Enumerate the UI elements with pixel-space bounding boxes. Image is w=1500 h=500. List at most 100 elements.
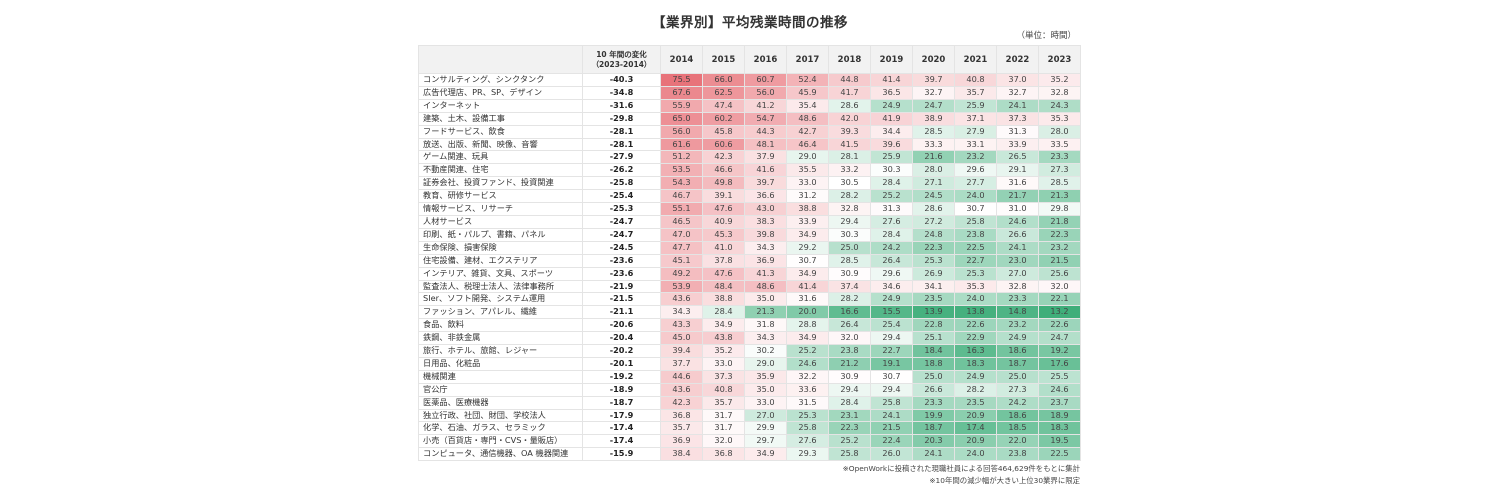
heat-cell: 26.9 (912, 266, 955, 281)
heat-cell: 19.5 (1038, 434, 1081, 449)
heat-cell: 41.0 (702, 240, 745, 255)
heat-cell: 39.1 (702, 189, 745, 204)
ten-year-change: -20.2 (582, 344, 661, 358)
heat-cell: 54.3 (660, 176, 703, 191)
chart-title: 【業界別】平均残業時間の推移 (652, 15, 848, 31)
heat-cell: 23.8 (996, 447, 1039, 462)
heat-cell: 20.3 (912, 434, 955, 449)
ten-year-change: -21.9 (582, 279, 661, 294)
heat-cell: 28.2 (954, 382, 997, 397)
heat-cell: 28.2 (828, 189, 871, 204)
industry-label: 食品、飲料 (418, 318, 583, 333)
heat-cell: 32.8 (1038, 85, 1081, 100)
heat-cell: 56.0 (744, 85, 787, 100)
table-row: 小売（百貨店・専門・CVS・量販店） -17.4 36.9 32.0 29.7 27.6 2… (418, 434, 1081, 449)
heat-cell: 40.8 (702, 382, 745, 397)
heat-cell: 26.4 (828, 318, 871, 333)
heat-cell: 26.6 (996, 227, 1039, 242)
heat-cell: 22.3 (828, 421, 871, 436)
heat-cell: 32.2 (786, 369, 829, 384)
heat-cell: 24.2 (870, 240, 913, 255)
table-row: ファッション、アパレル、繊維 -21.1 34.3 28.4 21.3 20.0 16.6 1… (418, 305, 1081, 320)
heat-cell: 37.7 (660, 356, 703, 371)
heat-cell: 36.8 (702, 447, 745, 462)
heat-cell: 18.7 (912, 421, 955, 436)
heat-cell: 75.5 (660, 73, 703, 87)
heat-cell: 25.0 (828, 240, 871, 255)
heat-cell: 55.1 (660, 202, 703, 216)
heat-cell: 32.7 (996, 85, 1039, 100)
heat-cell: 18.4 (912, 344, 955, 358)
heat-cell: 38.9 (912, 111, 955, 126)
heat-cell: 25.9 (954, 98, 997, 113)
industry-label: 化学、石油、ガラス、セラミック (418, 421, 583, 436)
heat-cell: 60.7 (744, 73, 787, 87)
heat-cell: 22.9 (954, 331, 997, 346)
header-change-line2: （2023-2014） (591, 59, 652, 69)
ten-year-change: -29.8 (582, 111, 661, 126)
ten-year-change: -28.1 (582, 137, 661, 152)
heat-cell: 36.6 (744, 189, 787, 204)
heat-cell: 29.4 (870, 331, 913, 346)
heat-cell: 19.1 (870, 356, 913, 371)
heat-cell: 46.7 (660, 189, 703, 204)
table-row: 住宅設備、建材、エクステリア -23.6 45.1 37.8 36.9 30.7 28.5 2… (418, 253, 1081, 268)
heat-cell: 48.1 (744, 137, 787, 152)
header-industry (418, 45, 583, 74)
heat-cell: 43.6 (660, 292, 703, 307)
heat-cell: 23.3 (1038, 150, 1081, 165)
heat-cell: 33.6 (786, 382, 829, 397)
heat-cell: 60.2 (702, 111, 745, 126)
table-row: コンサルティング、シンクタンク -40.3 75.5 66.0 60.7 52.4 44.8… (418, 73, 1081, 87)
heat-cell: 25.1 (912, 331, 955, 346)
table-row: 人材サービス -24.7 46.5 40.9 38.3 33.9 29.4 27.6 27.2 2… (418, 214, 1081, 229)
footnotes: ※OpenWorkに投稿された現職社員による回答464,629件をもとに集計 ※… (700, 463, 1080, 487)
heat-cell: 22.7 (870, 344, 913, 358)
heat-cell: 25.3 (954, 266, 997, 281)
table-row: 鉄鋼、非鉄金属 -20.4 45.0 43.8 34.3 34.9 32.0 29.4 25.1… (418, 331, 1081, 346)
heat-cell: 39.3 (828, 124, 871, 139)
heat-cell: 36.8 (660, 408, 703, 423)
table-row: 不動産関連、住宅 -26.2 53.5 46.6 41.6 35.5 33.2 30.3 28.… (418, 163, 1081, 178)
heat-cell: 18.6 (996, 344, 1039, 358)
heat-cell: 39.7 (912, 73, 955, 87)
industry-label: 鉄鋼、非鉄金属 (418, 331, 583, 346)
heat-cell: 21.2 (828, 356, 871, 371)
heat-cell: 24.0 (954, 189, 997, 204)
ten-year-change: -24.7 (582, 214, 661, 229)
ten-year-change: -40.3 (582, 73, 661, 87)
heat-cell: 24.3 (1038, 98, 1081, 113)
heat-cell: 30.2 (744, 344, 787, 358)
heat-cell: 34.6 (870, 279, 913, 294)
heat-cell: 28.4 (870, 227, 913, 242)
heat-cell: 21.7 (996, 189, 1039, 204)
heat-cell: 47.6 (702, 266, 745, 281)
table-row: 生命保険、損害保険 -24.5 47.7 41.0 34.3 29.2 25.0 24.2 22… (418, 240, 1081, 255)
heat-cell: 29.0 (786, 150, 829, 165)
heat-cell: 36.9 (744, 253, 787, 268)
heat-cell: 15.5 (870, 305, 913, 320)
ten-year-change: -28.1 (582, 124, 661, 139)
heat-cell: 25.9 (870, 150, 913, 165)
heat-cell: 20.9 (954, 434, 997, 449)
industry-label: 監査法人、税理士法人、法律事務所 (418, 279, 583, 294)
heat-cell: 33.9 (786, 214, 829, 229)
heat-cell: 35.9 (744, 369, 787, 384)
heat-cell: 29.9 (744, 421, 787, 436)
table-row: 教育、研修サービス -25.4 46.7 39.1 36.6 31.2 28.2 25.2 24… (418, 189, 1081, 204)
heat-cell: 21.3 (744, 305, 787, 320)
heat-cell: 42.7 (786, 124, 829, 139)
heat-cell: 25.8 (954, 214, 997, 229)
heat-cell: 45.0 (660, 331, 703, 346)
industry-label: SIer、ソフト開発、システム運用 (418, 292, 583, 307)
footnote-scope: ※10年間の減少幅が大きい上位30業界に限定 (929, 476, 1080, 485)
heat-cell: 40.8 (954, 73, 997, 87)
heat-cell: 38.4 (660, 447, 703, 462)
heat-cell: 23.5 (954, 395, 997, 410)
heat-cell: 26.4 (870, 253, 913, 268)
heat-cell: 60.6 (702, 137, 745, 152)
heat-cell: 31.7 (702, 408, 745, 423)
heat-cell: 35.3 (1038, 111, 1081, 126)
industry-label: 放送、出版、新聞、映像、音響 (418, 137, 583, 152)
heat-cell: 23.5 (912, 292, 955, 307)
